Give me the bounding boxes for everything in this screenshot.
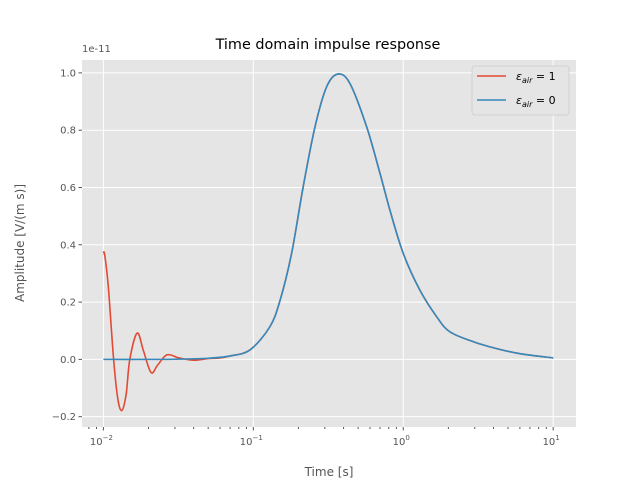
y-tick-label: 1.0 <box>60 68 76 79</box>
legend-box <box>471 65 570 116</box>
plot-background <box>82 60 576 427</box>
chart-title: Time domain impulse response <box>215 37 441 53</box>
y-tick-label: 0.2 <box>60 298 76 309</box>
y-tick-label: 0.4 <box>60 240 76 251</box>
y-tick-label: 0.6 <box>60 183 76 194</box>
x-tick-label: 101 <box>543 434 560 448</box>
x-tick-label: 10−1 <box>240 434 263 448</box>
x-tick-label: 100 <box>393 434 410 448</box>
series-lines <box>102 73 554 412</box>
y-tick-label: −0.2 <box>52 412 76 423</box>
y-tick-label: 0.0 <box>60 355 76 366</box>
series-line-2 <box>103 73 554 361</box>
x-axis-label: Time [s] <box>304 465 354 479</box>
legend-label: εair = 1 <box>516 70 556 85</box>
x-tick-label: 10−2 <box>90 434 113 448</box>
legend: εair = 1 εair = 0 <box>471 65 570 116</box>
y-axis-label: Amplitude [V/(m s)] <box>13 184 27 302</box>
grid <box>82 60 576 427</box>
y-tick-label: 0.8 <box>60 126 76 137</box>
legend-label: εair = 0 <box>516 94 556 109</box>
y-offset-text: 1e-11 <box>82 44 111 55</box>
